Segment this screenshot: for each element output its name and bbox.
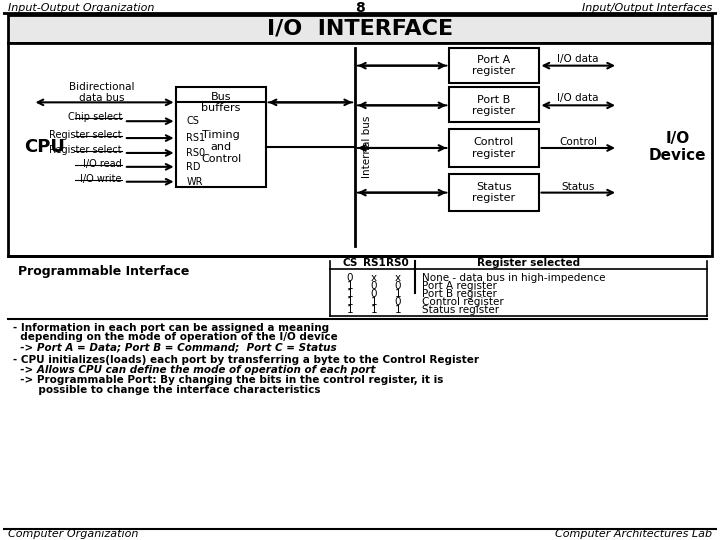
Text: possible to change the interface characteristics: possible to change the interface charact… [13,385,320,395]
Text: CS: CS [343,258,358,268]
Text: 1: 1 [347,297,354,307]
Text: Status register: Status register [421,305,499,315]
Text: Input-Output Organization: Input-Output Organization [8,3,154,13]
Text: Programmable Interface: Programmable Interface [18,265,189,278]
Text: 1: 1 [347,305,354,315]
Text: I/O
Device: I/O Device [649,131,706,163]
Bar [449,174,539,212]
Text: Register selected: Register selected [477,258,580,268]
Bar [176,103,266,187]
Bar [449,129,539,167]
Text: -> Port A = Data; Port B = Command;  Port C = Status: -> Port A = Data; Port B = Command; Port… [13,342,336,353]
Text: I/O write: I/O write [81,174,122,184]
Text: - CPU initializes(loads) each port by transferring a byte to the Control Registe: - CPU initializes(loads) each port by tr… [13,355,479,365]
Text: - Information in each port can be assigned a meaning: - Information in each port can be assign… [13,322,329,333]
Text: Register select: Register select [49,145,122,155]
Text: Bidirectional
data bus: Bidirectional data bus [69,82,135,103]
Text: Bus
buffers: Bus buffers [202,92,240,113]
Text: Control
register: Control register [472,137,516,159]
Text: Port B register: Port B register [421,289,496,299]
Text: Port A
register: Port A register [472,55,516,77]
Text: RS1: RS1 [186,133,205,143]
Text: WR: WR [186,177,203,187]
Text: RS1: RS1 [362,258,385,268]
Text: I/O read: I/O read [84,159,122,169]
Bar [8,43,712,256]
Text: 1: 1 [371,305,377,315]
Text: depending on the mode of operation of the I/O device: depending on the mode of operation of th… [13,333,338,342]
Text: I/O  INTERFACE: I/O INTERFACE [267,19,453,39]
Text: 0: 0 [371,281,377,291]
Text: Internal bus: Internal bus [362,116,372,178]
Text: RS0: RS0 [387,258,409,268]
Text: x: x [371,273,377,283]
Text: Port A register: Port A register [421,281,496,291]
Bar [176,87,266,117]
Text: 0: 0 [395,281,401,291]
Text: None - data bus in high-impedence: None - data bus in high-impedence [421,273,605,283]
Text: Input/Output Interfaces: Input/Output Interfaces [582,3,712,13]
Text: I/O data: I/O data [557,93,599,103]
Text: 1: 1 [395,305,401,315]
Text: -> Allows CPU can define the mode of operation of each port: -> Allows CPU can define the mode of ope… [13,365,375,375]
Bar [8,15,712,43]
Text: I/O data: I/O data [557,53,599,64]
Text: 1: 1 [347,289,354,299]
Text: Control: Control [559,137,598,147]
Text: Computer Architectures Lab: Computer Architectures Lab [555,529,712,539]
Text: RS0: RS0 [186,148,205,158]
Text: Chip select: Chip select [68,112,122,122]
Text: RD: RD [186,162,201,172]
Text: 1: 1 [395,289,401,299]
Text: Status
register: Status register [472,182,516,204]
Bar [449,87,539,122]
Text: 1: 1 [371,297,377,307]
Text: CPU: CPU [24,138,65,156]
Text: 0: 0 [395,297,401,307]
Text: Register select: Register select [49,130,122,140]
Text: CS: CS [186,116,199,126]
Text: x: x [395,273,401,283]
Text: Control register: Control register [421,297,503,307]
Text: -> Programmable Port: By changing the bits in the control register, it is: -> Programmable Port: By changing the bi… [13,375,444,385]
Text: 1: 1 [347,281,354,291]
Text: Timing
and
Control: Timing and Control [201,130,241,164]
Bar [449,48,539,83]
Text: Status: Status [562,181,595,192]
Text: 0: 0 [371,289,377,299]
Text: Port B
register: Port B register [472,94,516,116]
Text: Computer Organization: Computer Organization [8,529,138,539]
Text: 8: 8 [355,1,365,15]
Text: 0: 0 [347,273,354,283]
